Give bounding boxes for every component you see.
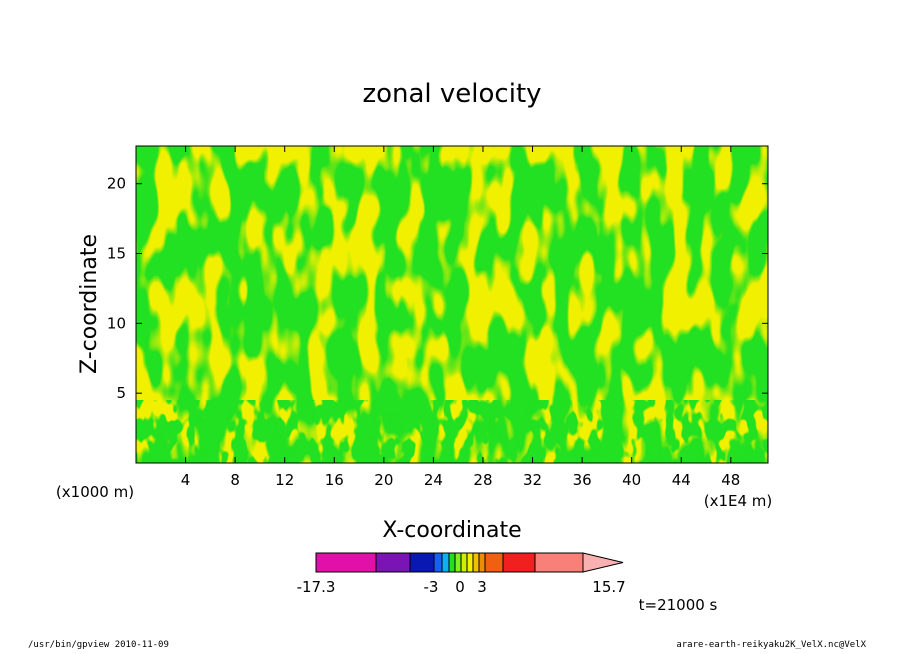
x-tick-label: 48 (721, 471, 740, 489)
colorbar-label: 15.7 (592, 578, 625, 596)
x-tick-label: 4 (181, 471, 191, 489)
colorbar-arrow (582, 552, 624, 573)
colorbar-segment (433, 552, 443, 573)
colorbar-segment (454, 552, 462, 573)
colorbar-segment (534, 552, 584, 573)
colorbar-segment (460, 552, 468, 573)
colorbar: -17.3 -3 0 3 15.7 (297, 552, 626, 596)
x-tick-label: 36 (573, 471, 592, 489)
x-tick-label: 28 (473, 471, 492, 489)
colorbar-label: 3 (477, 578, 487, 596)
y-axis: 5 10 15 20 (107, 175, 768, 402)
colorbar-segment (466, 552, 474, 573)
x-tick-label: 12 (275, 471, 294, 489)
x-tick-label: 8 (230, 471, 240, 489)
footer-left: /usr/bin/gpview 2010-11-09 (28, 640, 169, 650)
y-tick-label: 20 (107, 175, 126, 193)
x-tick-label: 20 (374, 471, 393, 489)
colorbar-label: -3 (424, 578, 439, 596)
colorbar-segment (315, 552, 377, 573)
time-label: t=21000 s (639, 596, 718, 614)
x-tick-label: 40 (622, 471, 641, 489)
y-tick-label: 15 (107, 245, 126, 263)
colorbar-segment (441, 552, 450, 573)
contour-region-negative-low (136, 400, 768, 463)
colorbar-segment (484, 552, 504, 573)
y-tick-label: 10 (107, 314, 126, 332)
x-units-label: (x1E4 m) (704, 492, 773, 510)
colorbar-segment (478, 552, 486, 573)
x-axis-label: X-coordinate (382, 518, 521, 543)
x-scale-label: (x1000 m) (56, 483, 134, 501)
y-axis-label: Z-coordinate (77, 234, 102, 374)
footer-right: arare-earth-reikyaku2K_VelX.nc@VelX (676, 640, 866, 650)
colorbar-segment (375, 552, 411, 573)
x-axis: 4 8 12 16 20 24 28 32 36 40 44 48 (181, 146, 740, 489)
colorbar-segment (409, 552, 435, 573)
plot-frame (135, 145, 769, 464)
y-tick-label: 5 (116, 384, 126, 402)
x-tick-label: 44 (672, 471, 691, 489)
x-tick-label: 32 (523, 471, 542, 489)
x-tick-label: 24 (424, 471, 443, 489)
colorbar-segment (502, 552, 536, 573)
colorbar-segment (448, 552, 456, 573)
colorbar-segment (472, 552, 480, 573)
contour-field (136, 146, 768, 463)
colorbar-label: -17.3 (297, 578, 336, 596)
chart-title: zonal velocity (362, 79, 541, 109)
x-tick-label: 16 (325, 471, 344, 489)
colorbar-label: 0 (455, 578, 465, 596)
